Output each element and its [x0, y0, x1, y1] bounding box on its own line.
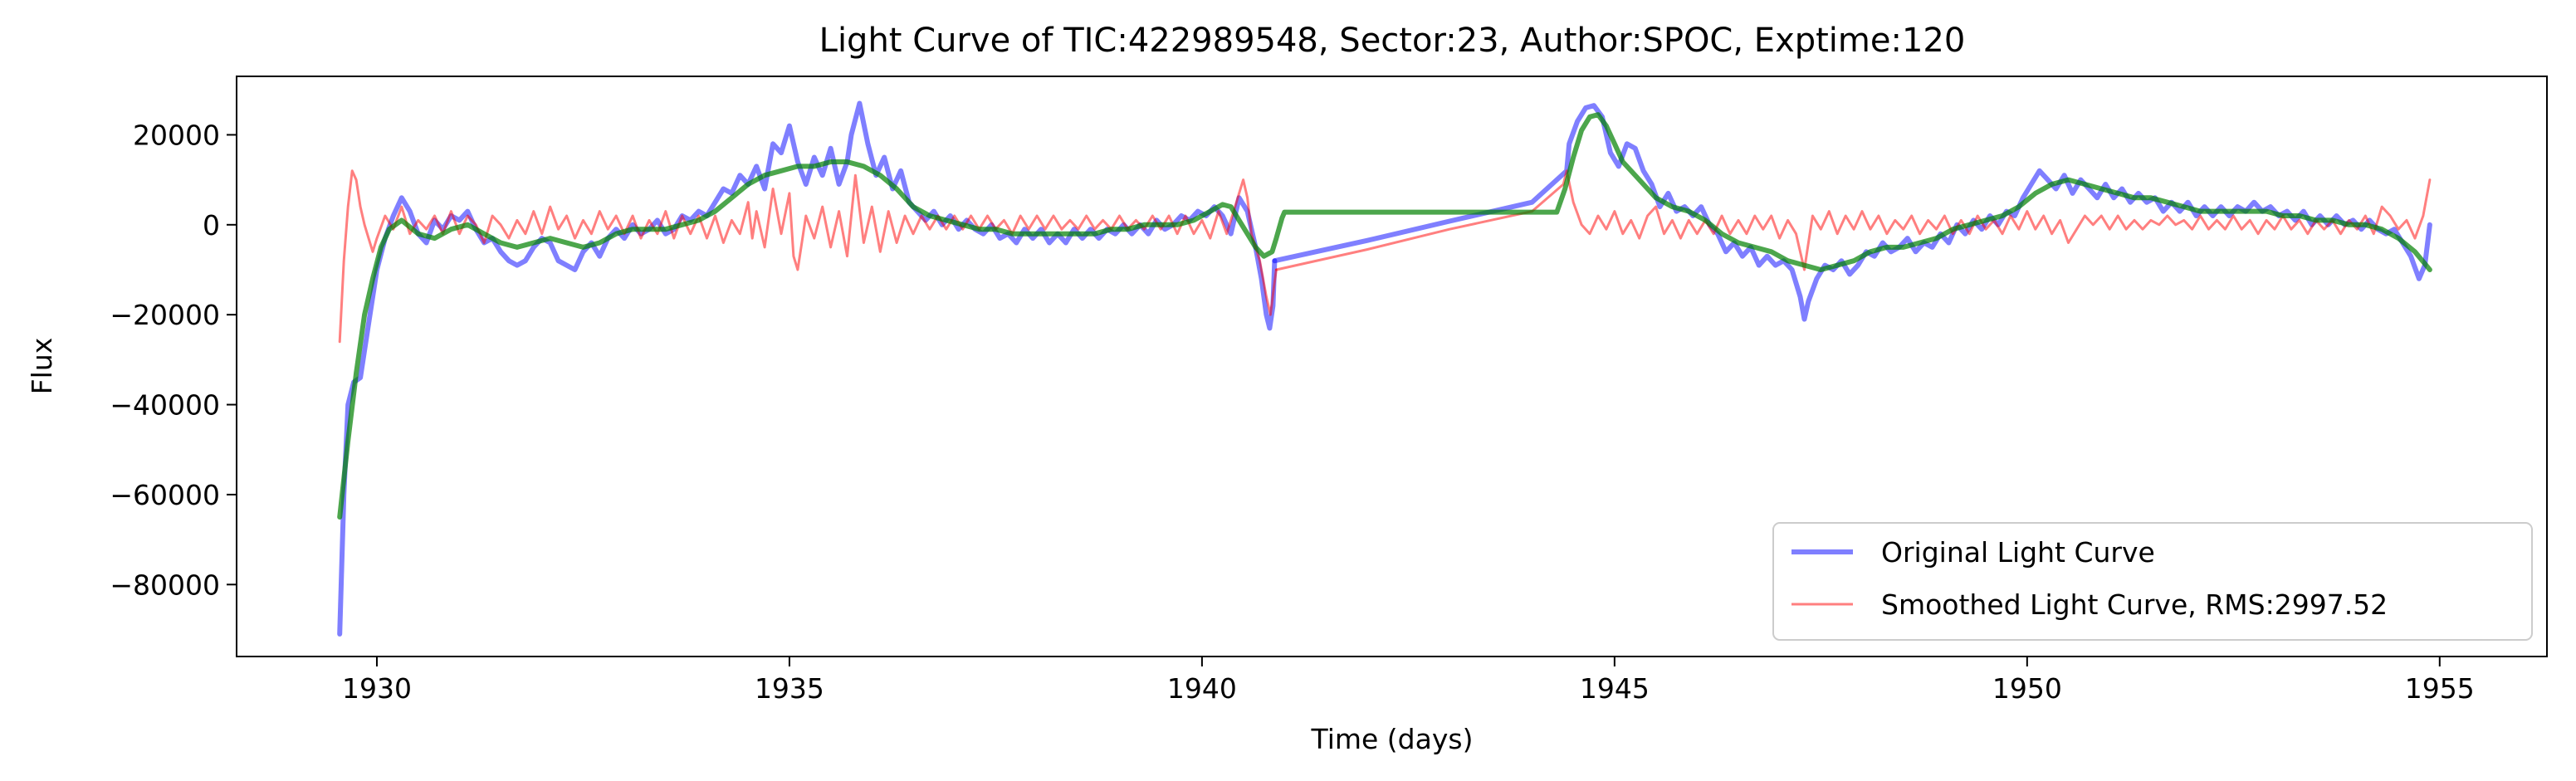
chart-title: Light Curve of TIC:422989548, Sector:23,… — [819, 22, 1966, 60]
plot-area — [337, 100, 2432, 637]
legend: Original Light Curve Smoothed Light Curv… — [1772, 522, 2533, 641]
y-tick-label: −80000 — [110, 569, 220, 601]
legend-label-original: Original Light Curve — [1881, 536, 2155, 569]
y-tick-label: 0 — [203, 209, 220, 242]
x-axis-title: Time (days) — [1311, 723, 1474, 755]
legend-box — [1772, 522, 2533, 641]
y-tick-label: −60000 — [110, 479, 220, 511]
y-axis: 20000 0 −20000 −40000 −60000 −80000 — [110, 119, 237, 601]
x-tick-label: 1930 — [342, 672, 412, 705]
y-tick-label: −20000 — [110, 299, 220, 331]
x-tick-label: 1950 — [1992, 672, 2062, 705]
x-tick-label: 1945 — [1580, 672, 1650, 705]
y-axis-title: Flux — [26, 338, 58, 395]
x-tick-label: 1935 — [755, 672, 824, 705]
x-axis: 1930 1935 1940 1945 1950 1955 — [342, 657, 2475, 705]
plot-frame — [236, 76, 2548, 657]
x-tick-label: 1955 — [2405, 672, 2475, 705]
series-line-1-segment-0 — [338, 169, 1278, 344]
x-tick-label: 1940 — [1167, 672, 1237, 705]
series-line-2-segment-0 — [337, 112, 2432, 520]
series-layer — [337, 100, 2432, 637]
y-tick-label: −40000 — [110, 389, 220, 422]
legend-label-smoothed: Smoothed Light Curve, RMS:2997.52 — [1881, 588, 2388, 621]
y-tick-label: 20000 — [133, 119, 220, 151]
